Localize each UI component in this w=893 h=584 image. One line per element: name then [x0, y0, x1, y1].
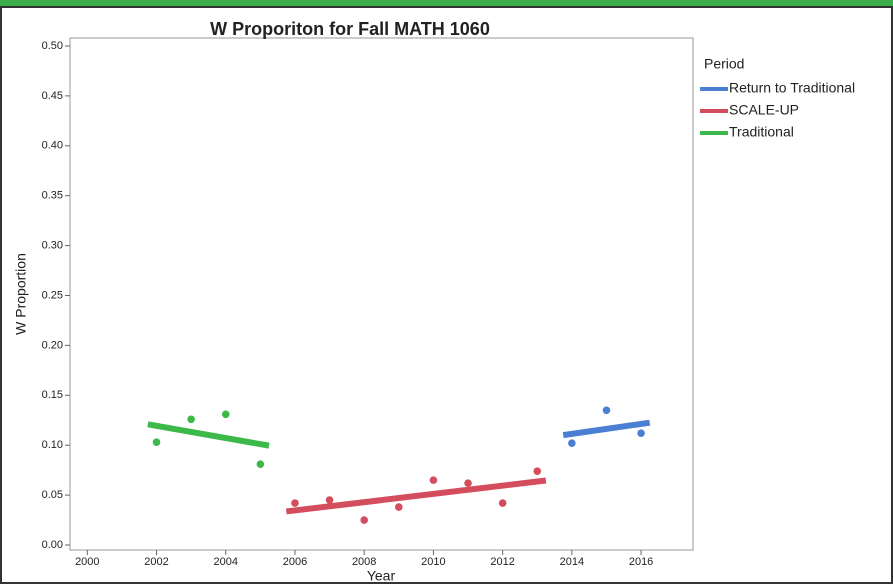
y-tick-label: 0.05 — [42, 489, 63, 501]
legend-label: SCALE-UP — [729, 102, 799, 118]
point — [429, 476, 438, 484]
point — [360, 516, 368, 524]
x-axis-label: Year — [367, 568, 396, 584]
point — [291, 499, 299, 507]
point — [152, 438, 161, 447]
x-tick-label: 2010 — [421, 556, 445, 568]
x-tick-label: 2006 — [283, 556, 307, 568]
x-tick-label: 2008 — [352, 556, 376, 568]
frame — [0, 6, 893, 584]
y-tick-label: 0.15 — [42, 389, 63, 401]
y-tick-label: 0.10 — [42, 439, 63, 451]
top-strip — [0, 0, 893, 6]
legend-title: Period — [704, 56, 744, 72]
chart-title: W Proporiton for Fall MATH 1060 — [210, 19, 490, 39]
y-tick-label: 0.50 — [42, 40, 63, 52]
point — [221, 410, 230, 419]
plot-area — [69, 37, 694, 551]
fit-line — [285, 477, 547, 515]
x-tick-label: 2014 — [560, 556, 584, 568]
y-tick-label: 0.00 — [42, 539, 63, 551]
y-tick-label: 0.20 — [42, 339, 63, 351]
point — [464, 479, 472, 487]
point — [533, 467, 542, 475]
y-tick-label: 0.45 — [42, 90, 63, 102]
point — [325, 496, 334, 504]
point — [187, 415, 195, 424]
point — [395, 503, 403, 511]
point — [637, 429, 645, 438]
x-tick-label: 2000 — [75, 556, 99, 568]
y-tick-label: 0.40 — [42, 140, 63, 152]
x-tick-label: 2012 — [490, 556, 514, 568]
legend-label: Traditional — [729, 124, 794, 140]
fit-line — [562, 419, 651, 439]
y-axis-label: W Proportion — [13, 253, 29, 335]
x-tick-label: 2004 — [214, 556, 238, 568]
y-tick-label: 0.35 — [42, 190, 63, 202]
legend-label: Return to Traditional — [729, 80, 855, 96]
fit-line — [147, 421, 270, 449]
x-tick-label: 2016 — [629, 556, 653, 568]
point — [498, 499, 507, 507]
point — [256, 460, 265, 468]
x-tick-label: 2002 — [144, 556, 168, 568]
y-tick-label: 0.30 — [42, 240, 63, 252]
y-tick-label: 0.25 — [42, 289, 63, 301]
point — [602, 406, 611, 415]
point — [568, 439, 576, 448]
